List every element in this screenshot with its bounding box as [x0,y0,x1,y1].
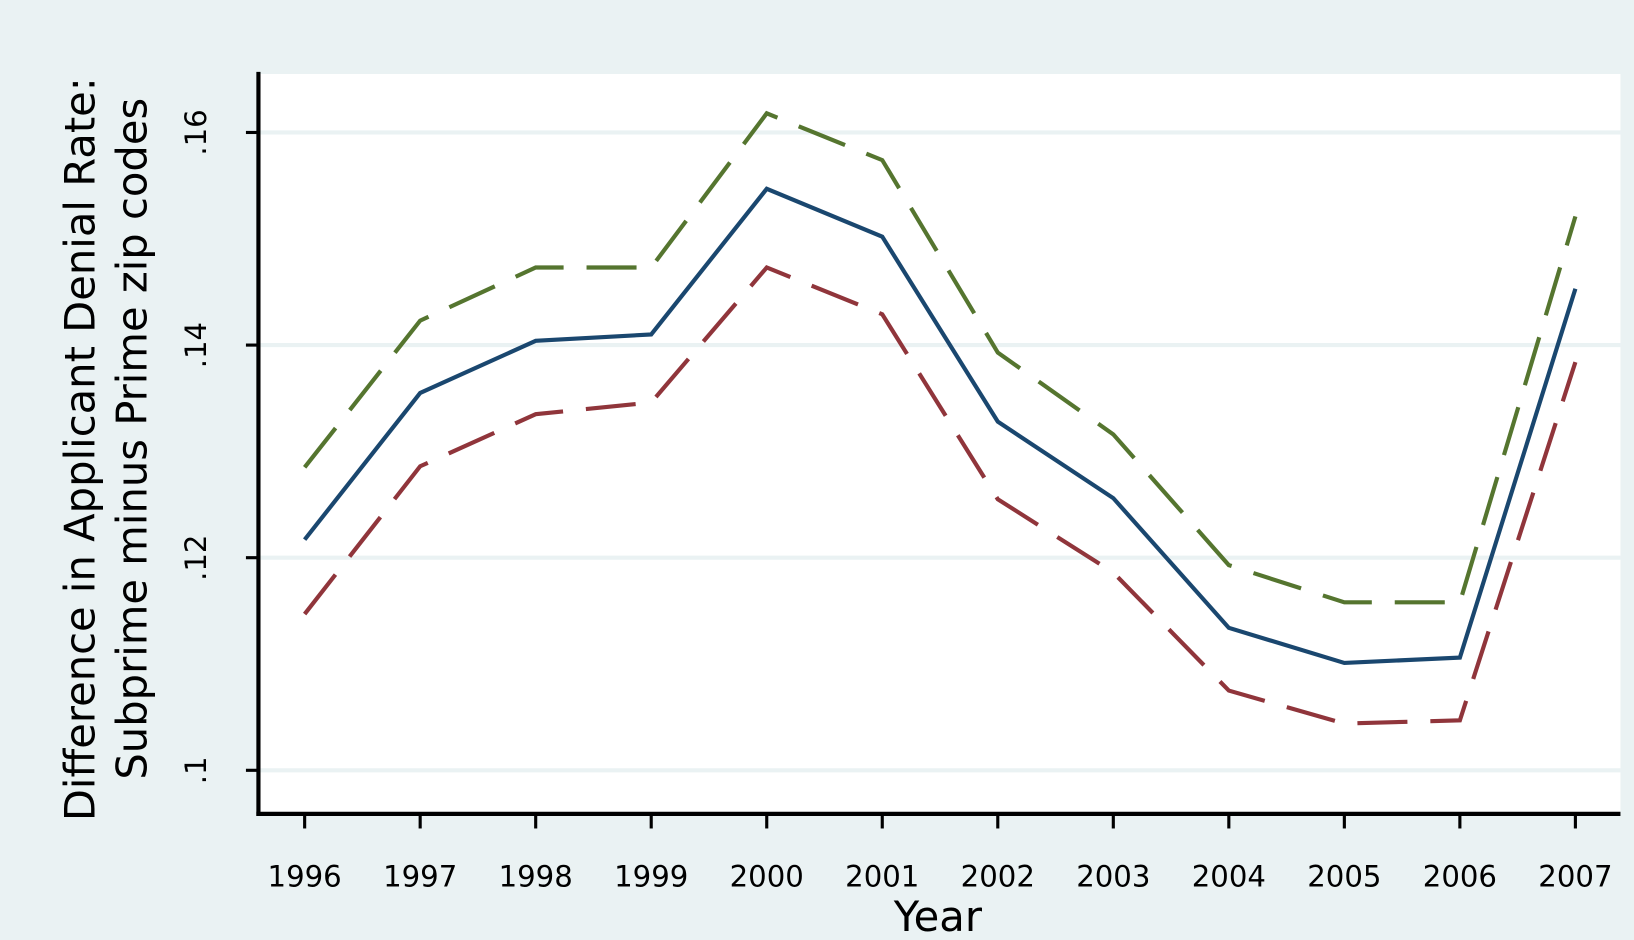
x-tick-label: 1999 [614,860,688,894]
x-tick-label: 2002 [961,860,1035,894]
x-tick-label: 2006 [1423,860,1497,894]
x-tick-label: 2001 [845,860,919,894]
y-axis-title: Difference in Applicant Denial Rate: [55,77,104,821]
series-line [303,264,1578,726]
x-tick-label: 2005 [1307,860,1381,894]
y-tick-label: .14 [179,322,213,368]
grid [258,130,1621,773]
y-axis-title: Subprime minus Prime zip codes [107,98,156,780]
x-tick-label: 2003 [1076,860,1150,894]
x-tick-label: 1997 [383,860,457,894]
y-tick-label: .1 [179,756,213,784]
x-tick-label: 1996 [268,860,342,894]
plot-area [258,74,1621,814]
x-axis-title: Year [893,892,983,940]
x-tick-label: 2004 [1192,860,1266,894]
x-tick-label: 2000 [730,860,804,894]
series-line [303,110,1578,605]
y-tick-label: .16 [179,109,213,155]
y-tick-label: .12 [179,535,213,581]
lines [303,110,1578,726]
series-line [303,186,1578,666]
x-tick-label: 2007 [1538,860,1612,894]
x-tick-label: 1998 [499,860,573,894]
